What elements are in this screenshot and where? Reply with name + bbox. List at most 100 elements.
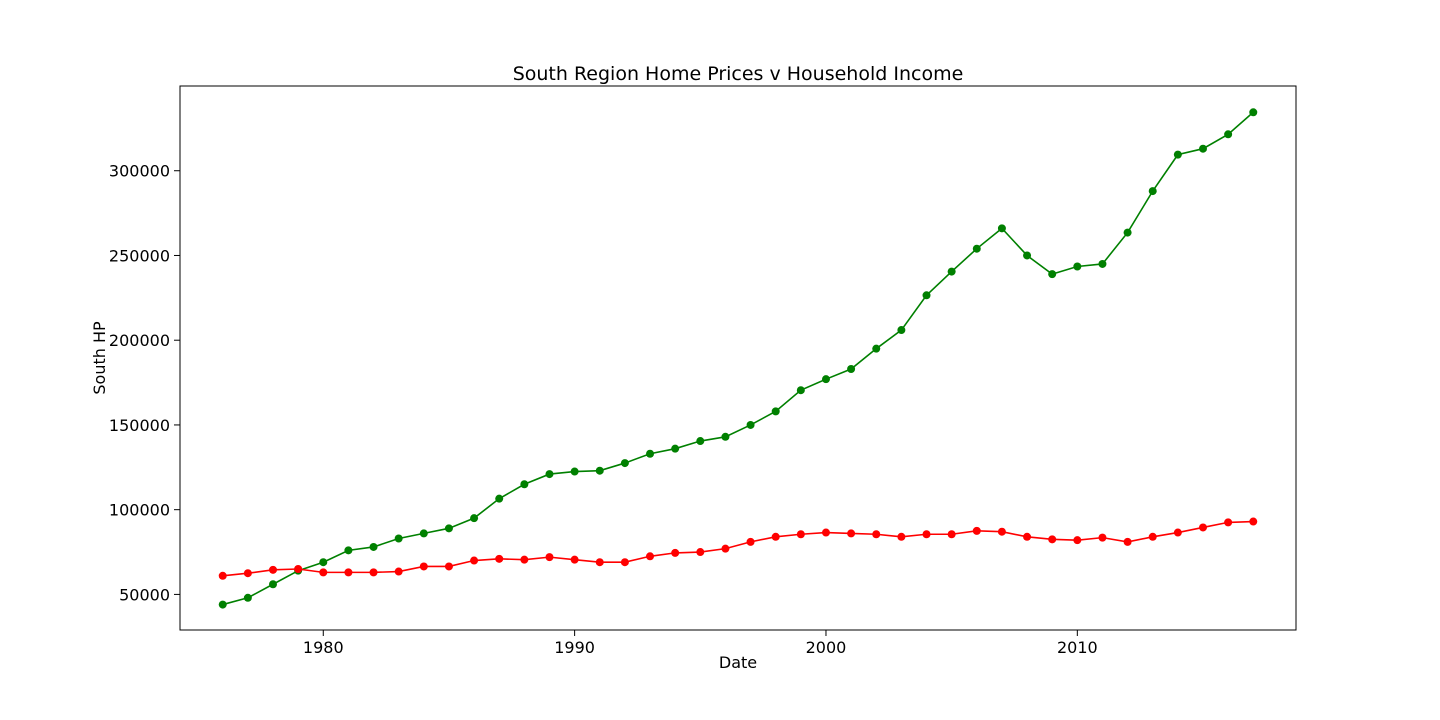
data-point bbox=[570, 555, 579, 564]
y-tick-label: 150000 bbox=[109, 416, 170, 435]
data-point bbox=[520, 480, 529, 489]
data-point bbox=[269, 565, 277, 574]
data-point bbox=[1098, 259, 1107, 268]
chart-title: South Region Home Prices v Household Inc… bbox=[513, 63, 964, 85]
data-point bbox=[419, 562, 428, 571]
data-point bbox=[847, 529, 856, 538]
data-point bbox=[646, 552, 655, 561]
y-tick-label: 250000 bbox=[109, 246, 170, 265]
data-point bbox=[545, 470, 554, 479]
data-point bbox=[997, 527, 1006, 536]
x-axis: 1980 1990 2000 2010 bbox=[303, 630, 1098, 657]
data-point bbox=[419, 529, 428, 538]
data-point bbox=[470, 556, 479, 565]
data-point bbox=[671, 548, 680, 557]
series-1 bbox=[218, 108, 1258, 609]
data-point bbox=[1023, 532, 1032, 541]
series-2 bbox=[218, 517, 1258, 580]
series-line bbox=[222, 520, 1254, 577]
data-point bbox=[444, 562, 453, 571]
data-point bbox=[595, 466, 604, 475]
y-tick-label: 100000 bbox=[109, 501, 170, 520]
data-point bbox=[394, 534, 403, 543]
data-point bbox=[444, 524, 453, 533]
data-point bbox=[922, 291, 931, 300]
plot-area-frame bbox=[179, 85, 1297, 631]
y-tick-label: 300000 bbox=[109, 162, 170, 181]
data-point bbox=[620, 459, 629, 468]
series-layer bbox=[218, 108, 1258, 609]
x-tick-label: 1990 bbox=[554, 638, 595, 657]
data-point bbox=[972, 244, 981, 253]
data-point bbox=[218, 600, 227, 609]
data-point bbox=[696, 548, 705, 557]
data-point bbox=[1173, 528, 1182, 537]
data-point bbox=[947, 267, 956, 276]
data-point bbox=[847, 365, 856, 374]
data-point bbox=[1073, 262, 1082, 271]
data-point bbox=[545, 553, 554, 562]
data-point bbox=[821, 528, 830, 537]
y-axis-label: South HP bbox=[90, 321, 109, 395]
data-point bbox=[771, 532, 780, 541]
y-tick-label: 50000 bbox=[119, 585, 170, 604]
data-point bbox=[294, 564, 303, 573]
data-point bbox=[1199, 523, 1207, 532]
data-point bbox=[821, 375, 830, 384]
data-point bbox=[319, 568, 328, 577]
data-point bbox=[897, 532, 906, 541]
data-point bbox=[721, 544, 730, 553]
data-point bbox=[344, 568, 353, 577]
data-point bbox=[269, 580, 277, 589]
data-point bbox=[1023, 251, 1032, 260]
x-axis-label: Date bbox=[719, 653, 757, 672]
data-point bbox=[696, 437, 705, 446]
data-point bbox=[1148, 532, 1157, 541]
data-point bbox=[495, 494, 504, 503]
data-point bbox=[1073, 536, 1082, 545]
data-point bbox=[746, 420, 755, 429]
data-point bbox=[1224, 518, 1233, 527]
data-point bbox=[1123, 537, 1132, 546]
data-point bbox=[1148, 187, 1157, 196]
y-axis: 50000 100000 150000 200000 250000 300000 bbox=[109, 162, 180, 604]
x-tick-label: 2000 bbox=[806, 638, 847, 657]
data-point bbox=[1224, 130, 1233, 139]
series-line bbox=[222, 111, 1254, 606]
x-tick-label: 2010 bbox=[1057, 638, 1098, 657]
data-point bbox=[796, 386, 805, 395]
data-point bbox=[1173, 150, 1182, 159]
data-point bbox=[1199, 144, 1207, 153]
data-point bbox=[344, 546, 353, 555]
data-point bbox=[520, 555, 529, 564]
data-point bbox=[1048, 535, 1057, 544]
x-tick-label: 1980 bbox=[303, 638, 344, 657]
data-point bbox=[897, 326, 906, 335]
data-point bbox=[243, 593, 252, 602]
data-point bbox=[646, 449, 655, 458]
data-point bbox=[872, 530, 881, 539]
data-point bbox=[997, 224, 1006, 233]
data-point bbox=[671, 444, 680, 453]
data-point bbox=[1098, 533, 1107, 542]
data-point bbox=[394, 567, 403, 576]
data-point bbox=[470, 514, 479, 523]
data-point bbox=[369, 542, 378, 551]
data-point bbox=[369, 568, 378, 577]
data-point bbox=[947, 530, 956, 539]
data-point bbox=[771, 407, 780, 416]
data-point bbox=[319, 558, 328, 567]
data-point bbox=[595, 558, 604, 567]
data-point bbox=[218, 571, 227, 580]
data-point bbox=[872, 344, 881, 353]
data-point bbox=[620, 558, 629, 567]
data-point bbox=[243, 569, 252, 578]
data-point bbox=[1048, 270, 1057, 279]
data-point bbox=[721, 432, 730, 441]
data-point bbox=[1249, 108, 1258, 117]
data-point bbox=[1249, 517, 1258, 526]
data-point bbox=[746, 537, 755, 546]
data-point bbox=[796, 530, 805, 539]
data-point bbox=[922, 530, 931, 539]
